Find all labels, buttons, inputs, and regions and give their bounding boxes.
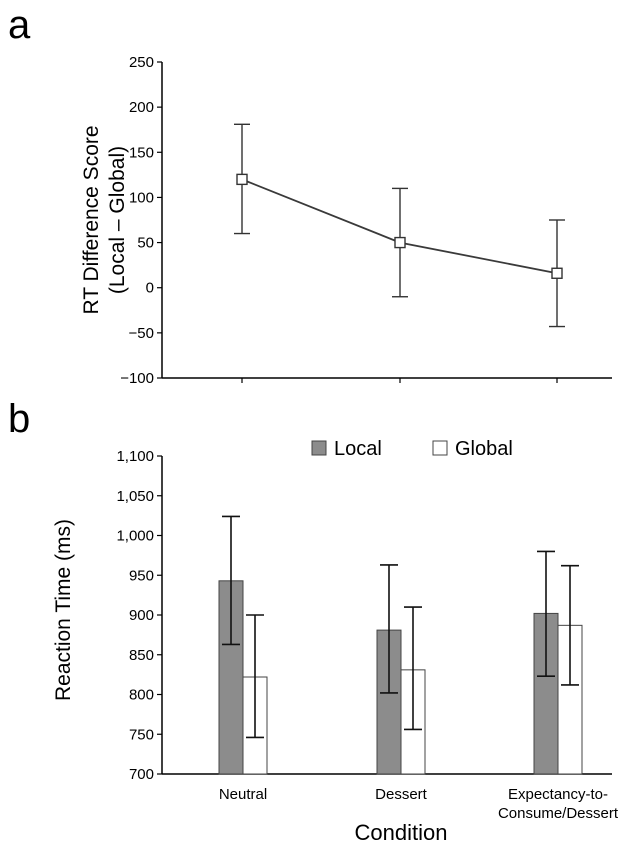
panel-a-y-tick-label: 0 (146, 280, 154, 297)
panel-b-category-line: Consume/Dessert (498, 805, 619, 822)
panel-b-y-tick-label: 1,050 (116, 488, 154, 505)
panel-b-y-tick-label: 800 (129, 687, 154, 704)
panel-b-y-tick-label: 1,100 (116, 448, 154, 465)
panel-b-bars (218, 580, 583, 775)
panel-b-legend-label-global: Global (455, 438, 513, 460)
panel-b-bar-chart: b 1,100 1,050 1,000 950 900 850 800 750 700 Reac… (8, 397, 619, 845)
panel-b-y-label: Reaction Time (ms) (52, 519, 75, 701)
panel-a-y-tick-label: 50 (137, 235, 154, 252)
panel-b-category-line: Dessert (375, 786, 428, 803)
panel-a-y-label-line-1: RT Difference Score (80, 125, 103, 314)
panel-a-point (551, 267, 563, 279)
panel-label-a: a (8, 3, 31, 47)
panel-a-y-tick-label: 150 (129, 144, 154, 161)
panel-b-y-tick-label: 700 (129, 766, 154, 783)
panel-b-x-axis-label: Condition (355, 820, 448, 845)
panel-a-point (394, 236, 406, 249)
panel-b-y-tick-label: 900 (129, 607, 154, 624)
panel-label-b: b (8, 397, 30, 441)
panel-b-category-label: Expectancy-to- Consume/Dessert (498, 786, 619, 822)
panel-b-y-tick-label: 1,000 (116, 528, 154, 545)
panel-a-y-tick-label: −100 (120, 370, 154, 387)
panel-a-y-label-line-2: (Local – Global) (106, 146, 129, 294)
panel-b-legend-label-local: Local (334, 438, 382, 460)
panel-b-error-bars (222, 515, 579, 739)
panel-b-legend-swatch-local (311, 440, 327, 456)
panel-b-y-axis-label: Reaction Time (ms) (52, 519, 75, 701)
panel-b-y-tick-label: 950 (129, 567, 154, 584)
panel-b-category-line: Expectancy-to- (508, 786, 608, 803)
panel-a-y-tick-label: 200 (129, 99, 154, 116)
panel-a-error-bars (234, 123, 565, 328)
panel-b-legend: Local Global (311, 438, 513, 460)
panel-a-y-tick-label: 100 (129, 189, 154, 206)
panel-b-legend-swatch-global (432, 440, 448, 456)
panel-a-axes (161, 62, 612, 383)
panel-b-category-label: Dessert (375, 786, 428, 803)
panel-a-y-tick-label: −50 (129, 325, 154, 342)
panel-b-x-label: Condition (355, 820, 448, 845)
panel-b-category-label: Neutral (219, 786, 267, 803)
panel-b-y-tick-label: 750 (129, 726, 154, 743)
panel-a-point (236, 173, 248, 186)
panel-b-category-line: Neutral (219, 786, 267, 803)
panel-a-line-chart: a 250 200 150 100 50 0 −50 −100 RT Difference S… (8, 3, 612, 387)
panel-a-y-ticks: 250 200 150 100 50 0 −50 −100 (120, 54, 162, 387)
panel-b-category-labels: Neutral Dessert Expectancy-to- Consume/Dess… (219, 786, 619, 822)
panel-b-y-tick-label: 850 (129, 647, 154, 664)
panel-b-y-ticks: 1,100 1,050 1,000 950 900 850 800 750 700 (116, 448, 162, 783)
panel-a-y-axis-label: RT Difference Score (Local – Global) (80, 125, 129, 314)
panel-a-points (236, 173, 563, 279)
panel-a-y-tick-label: 250 (129, 54, 154, 71)
